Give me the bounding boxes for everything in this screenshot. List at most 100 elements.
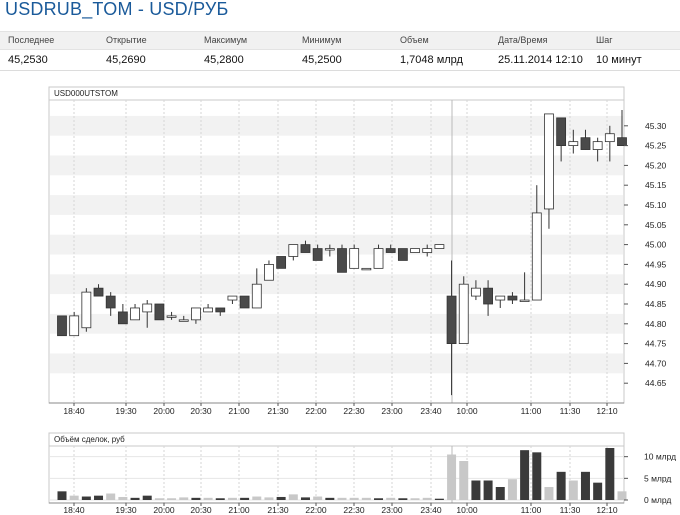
candle-body	[57, 315, 67, 337]
candle-body	[337, 248, 347, 273]
col-header-open: Открытие	[106, 35, 147, 45]
volume-bar	[471, 480, 481, 500]
candle-body	[117, 311, 128, 325]
volume-bar	[374, 498, 384, 500]
volume-bar	[532, 452, 542, 500]
volume-bar	[495, 487, 505, 500]
price-x-tick-label: 20:00	[153, 406, 175, 416]
volume-bar	[69, 495, 79, 500]
page-title: USDRUB_TOM - USD/РУБ	[5, 0, 229, 19]
price-x-axis: 18:40 19:30 20:00 20:30 21:00 21:30 22:00 22:30…	[49, 402, 624, 416]
volume-bar	[227, 497, 237, 500]
price-y-tick-label: 45.30	[645, 121, 667, 131]
candle-body	[154, 303, 165, 321]
volume-bar	[422, 497, 432, 500]
candle-body	[592, 141, 603, 150]
price-x-tick-label: 21:00	[228, 406, 250, 416]
col-header-low: Минимум	[302, 35, 342, 45]
quote-info-value-row: 45,2530 45,2690 45,2800 45,2500 1,7048 м…	[0, 50, 680, 71]
volume-bar	[447, 454, 457, 500]
candle-body	[385, 248, 396, 253]
candle-body	[580, 137, 591, 150]
candle-body	[300, 244, 311, 253]
volume-x-tick-label: 23:40	[420, 505, 442, 515]
value-low: 45,2500	[302, 54, 342, 66]
price-x-tick-label: 11:30	[560, 406, 581, 416]
price-y-tick-label: 44.70	[645, 358, 667, 368]
candle-body	[519, 299, 530, 302]
volume-bars	[57, 448, 627, 500]
col-header-last: Последнее	[8, 35, 55, 45]
volume-bar	[203, 497, 213, 500]
candle-body	[324, 248, 335, 251]
value-open: 45,2690	[106, 54, 146, 66]
volume-x-tick-label: 10:00	[456, 505, 478, 515]
volume-bar	[580, 471, 590, 500]
price-grid-band	[50, 234, 623, 255]
volume-x-axis: 18:40 19:30 20:00 20:30 21:00 21:30 22:00 22:30…	[49, 502, 624, 515]
volume-x-tick-label: 22:00	[305, 505, 327, 515]
volume-bar	[300, 497, 310, 500]
volume-bar	[167, 498, 177, 500]
volume-x-tick-label: 12:10	[596, 505, 618, 515]
volume-bar	[57, 491, 67, 500]
volume-x-tick-label: 23:00	[381, 505, 403, 515]
candle-body	[471, 287, 481, 297]
volume-bar	[118, 496, 128, 500]
volume-x-tick-label: 18:40	[63, 505, 85, 515]
candle-body	[507, 295, 518, 301]
price-y-axis: 45.30 45.25 45.20 45.15 45.10 45.05 45.00 44.95…	[624, 121, 667, 388]
price-x-tick-label: 20:30	[190, 406, 212, 416]
col-header-step: Шаг	[596, 35, 613, 45]
price-x-tick-label: 22:00	[305, 406, 327, 416]
candle-body	[203, 307, 213, 313]
col-header-high: Максимум	[204, 35, 248, 45]
value-last: 45,2530	[8, 54, 48, 66]
volume-x-tick-label: 11:30	[560, 505, 581, 515]
candle-body	[251, 283, 262, 309]
value-high: 45,2800	[204, 54, 244, 66]
volume-bar	[154, 498, 164, 500]
candle-body	[556, 117, 567, 146]
volume-bar	[507, 479, 517, 500]
price-grid	[50, 100, 623, 403]
value-datetime: 25.11.2014 12:10	[498, 54, 583, 66]
volume-bar	[568, 480, 578, 500]
volume-bar	[520, 450, 530, 500]
candle-body	[568, 141, 579, 146]
candle-body	[397, 248, 408, 261]
volume-bar	[81, 496, 91, 500]
candle-body	[446, 295, 457, 344]
price-y-tick-label: 44.80	[645, 319, 667, 329]
price-x-tick-label: 12:10	[596, 406, 618, 416]
price-x-tick-label: 18:40	[63, 406, 85, 416]
candle-body	[215, 307, 226, 313]
volume-bar	[434, 498, 444, 500]
price-y-tick-label: 44.95	[645, 259, 667, 269]
price-x-tick-label: 19:30	[115, 406, 137, 416]
price-y-tick-label: 45.20	[645, 160, 667, 170]
candle-body	[373, 248, 384, 269]
candle-body	[130, 307, 140, 321]
volume-y-tick-label: 5 млрд	[644, 473, 671, 483]
volume-chart-title: Объём сделок, руб	[54, 435, 125, 444]
volume-y-tick-label: 0 млрд	[644, 495, 671, 505]
price-y-tick-label: 44.75	[645, 339, 667, 349]
candle-body	[495, 295, 506, 301]
price-y-tick-label: 45.05	[645, 220, 667, 230]
candle-body	[105, 295, 116, 309]
volume-x-tick-label: 20:00	[153, 505, 175, 515]
value-volume: 1,7048 млрд	[400, 54, 463, 66]
candle-body	[166, 315, 177, 318]
candle-body	[227, 295, 238, 301]
volume-bar	[215, 498, 225, 500]
volume-bar	[264, 497, 274, 500]
candle-body	[349, 248, 360, 269]
volume-y-tick-label: 10 млрд	[644, 452, 676, 462]
price-x-tick-label: 23:40	[420, 406, 442, 416]
volume-bar	[130, 497, 140, 500]
candle-body	[422, 248, 433, 253]
volume-bar	[410, 498, 420, 500]
quote-info-table: Последнее Открытие Максимум Минимум Объе…	[0, 31, 680, 71]
candle-body	[361, 267, 372, 271]
